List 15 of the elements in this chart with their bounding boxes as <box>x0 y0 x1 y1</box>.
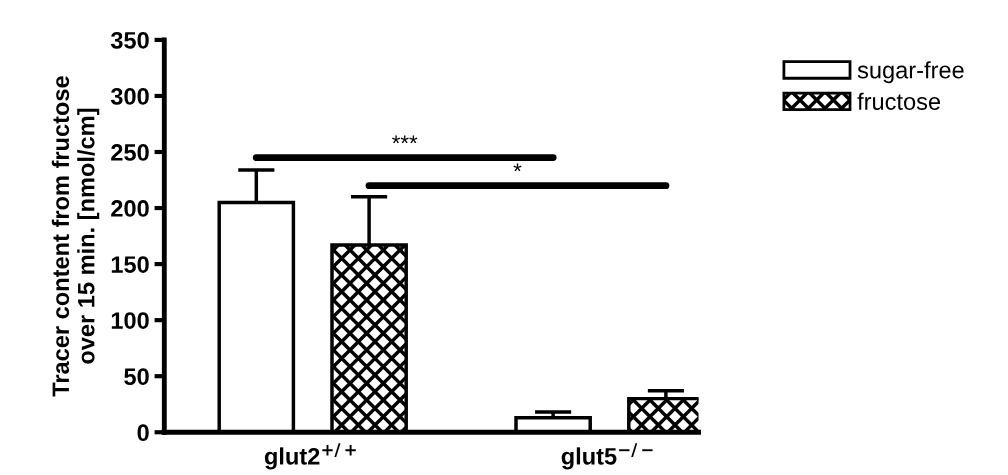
y-tick-label: 250 <box>111 144 149 161</box>
annotation: *** <box>392 135 418 144</box>
y-tick-label: 150 <box>111 256 149 273</box>
x-tick-label: glut2$^{+/+}$ <box>264 443 356 470</box>
y-tick-label: 300 <box>110 88 149 105</box>
legend-label: fructose <box>857 92 941 110</box>
x-tick-label: glut5$^{−/−}$ <box>561 443 653 470</box>
y-tick-label: 350 <box>110 31 149 49</box>
annotation: * <box>513 163 522 172</box>
y-tick-label: 100 <box>111 312 149 329</box>
y-tick-label: 50 <box>124 368 149 385</box>
y-tick-label: 0 <box>137 424 149 442</box>
legend-label: sugar-free <box>857 61 964 84</box>
y-tick-label: 200 <box>111 200 149 217</box>
y-axis-title: Tracer content from fructose over 15 min. [nmol/cm] <box>51 76 100 397</box>
